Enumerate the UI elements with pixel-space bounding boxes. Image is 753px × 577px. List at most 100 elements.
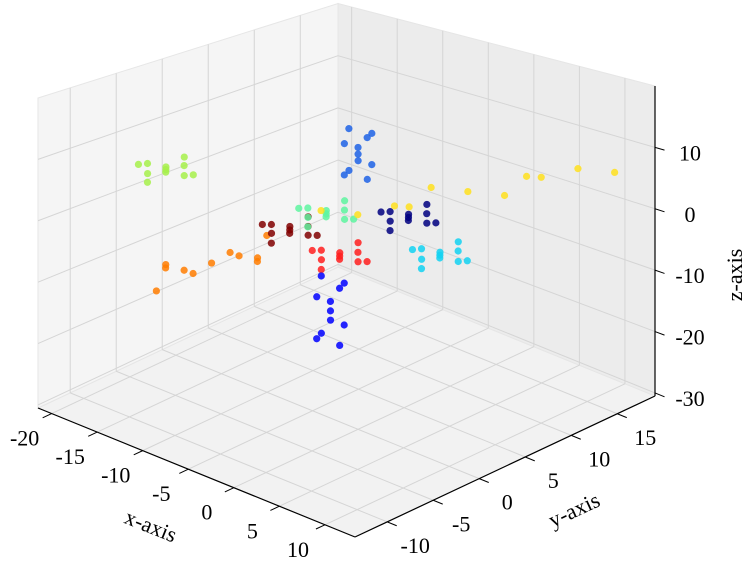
point [354, 143, 362, 152]
grid-line [279, 364, 580, 507]
point [134, 160, 143, 168]
grid-line [337, 159, 656, 271]
y-tick-label: 5 [548, 468, 559, 493]
point [180, 153, 188, 161]
point [162, 168, 170, 176]
y-tick [387, 521, 397, 527]
point [313, 231, 321, 240]
point [317, 265, 325, 274]
grid-line [37, 55, 339, 160]
point [408, 245, 417, 254]
x-tick [87, 431, 98, 437]
point [363, 175, 371, 183]
axes: -20 -15 -10 -5 0 5 10 -10 -5 0 5 10 15 -30 -20 -10 0 10 [10, 86, 705, 562]
point [354, 248, 362, 256]
point [317, 206, 325, 215]
z-tick [654, 392, 665, 398]
z-tick-label: -10 [675, 263, 704, 288]
point [286, 229, 294, 237]
x-axis-label: x-axis [121, 504, 180, 547]
x-tick-label: 0 [201, 500, 212, 525]
point [436, 254, 444, 262]
point [418, 255, 426, 263]
point [326, 307, 335, 315]
y-tick [617, 413, 627, 419]
x-tick [42, 413, 52, 419]
panes [36, 2, 657, 538]
point [143, 159, 152, 168]
x-tick-label: 5 [247, 518, 258, 543]
point [180, 266, 188, 274]
point [304, 223, 312, 231]
grid-line [116, 370, 434, 501]
z-tick [654, 208, 665, 213]
z-tick [654, 269, 665, 274]
grid-line [337, 263, 656, 394]
point [574, 165, 582, 173]
point [464, 187, 472, 196]
point [152, 287, 160, 295]
x-tick-label: 10 [287, 537, 309, 562]
x-tick [224, 487, 235, 493]
point [390, 202, 399, 210]
point [423, 219, 431, 227]
point [386, 217, 394, 225]
grid-line [37, 159, 339, 283]
point [258, 220, 266, 229]
point [267, 239, 275, 247]
x-tick [133, 450, 143, 456]
point [189, 269, 197, 278]
point [368, 161, 376, 169]
grid-line [162, 349, 480, 480]
point [313, 293, 321, 301]
point [162, 163, 170, 171]
point [537, 173, 545, 181]
x-tick-label: -20 [10, 426, 39, 451]
y-axis-line [354, 395, 656, 538]
z-axis-label: z-axis [722, 249, 747, 302]
z-tick [654, 146, 665, 151]
point [317, 272, 325, 280]
point [368, 129, 376, 137]
point [454, 257, 462, 266]
point [463, 257, 471, 265]
point [180, 172, 188, 180]
grid-line [300, 284, 618, 415]
point [354, 157, 362, 165]
y-tick [433, 499, 443, 505]
point [267, 229, 276, 237]
point [326, 316, 335, 324]
point [432, 219, 440, 227]
point [336, 249, 344, 257]
y-tick [571, 434, 581, 440]
grid-line [324, 383, 626, 526]
point [341, 197, 349, 205]
point [377, 208, 385, 216]
grid-line [208, 327, 526, 458]
y-tick [479, 478, 489, 483]
point [335, 255, 344, 263]
y-tick-label: 15 [634, 425, 656, 450]
point [326, 297, 335, 306]
point [345, 125, 353, 133]
point [345, 166, 353, 175]
y-tick-label: 10 [588, 446, 610, 471]
x-tick-label: -15 [56, 444, 85, 469]
grid-line [188, 327, 489, 470]
y-axis-label: y-axis [544, 487, 603, 532]
grid-line [96, 290, 398, 433]
point [253, 257, 262, 266]
point [207, 259, 216, 267]
point [417, 245, 426, 253]
x-tick [270, 505, 280, 511]
point [226, 248, 234, 257]
point [162, 260, 170, 269]
point [340, 215, 349, 223]
z-tick-label: -30 [675, 386, 704, 411]
point [340, 206, 349, 214]
point [340, 321, 348, 329]
point [363, 134, 371, 142]
x-tick [315, 524, 326, 530]
grid-line [37, 263, 339, 406]
point [322, 206, 330, 215]
